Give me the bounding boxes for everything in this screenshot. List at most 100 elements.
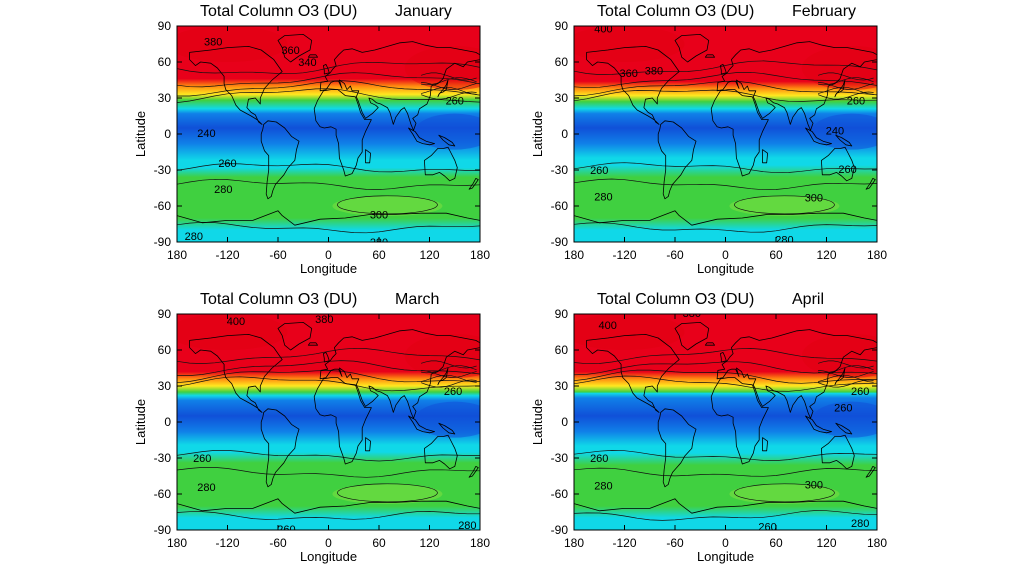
x-tick-label: 120	[419, 536, 439, 550]
ozone-field: 400 360 380 240 260 280 300 280 260 260	[574, 26, 877, 242]
panel-month: April	[792, 291, 824, 308]
x-tick-label: 180	[167, 248, 187, 262]
coastline	[313, 377, 372, 465]
southern-max-blob	[332, 196, 443, 216]
panel-title: Total Column O3 (DU)	[200, 291, 357, 308]
y-tick-label: -90	[551, 235, 569, 249]
high-ozone-blob	[801, 46, 877, 90]
y-tick-label: 0	[561, 415, 568, 429]
contour-label: 260	[838, 164, 856, 176]
y-tick-label: 90	[555, 19, 569, 33]
coastline	[424, 434, 458, 470]
coastline	[574, 210, 877, 242]
contour-label: 380	[645, 65, 663, 77]
y-tick-label: 60	[158, 343, 172, 357]
contour-line	[574, 510, 877, 521]
panel-title: Total Column O3 (DU)	[200, 3, 357, 20]
y-axis-label: Latitude	[133, 111, 148, 157]
x-tick-label: 180	[564, 248, 584, 262]
contour-line	[177, 80, 480, 97]
coastline	[277, 34, 313, 63]
low-ozone-blob	[414, 113, 480, 150]
coastline	[704, 342, 715, 346]
x-tick-label: 180	[564, 536, 584, 550]
contour-line	[734, 195, 835, 215]
map-panel-january: 380 360 340 240 260 280 300 280 280 260 180 -120 -60…	[100, 0, 600, 288]
contour-label: 260	[847, 95, 865, 107]
x-axis-label: Longitude	[300, 549, 357, 564]
y-tick-label: 30	[555, 91, 569, 105]
contour-label: 360	[620, 68, 638, 80]
x-tick-label: 60	[769, 248, 783, 262]
contour-line	[177, 178, 480, 190]
panel-month: February	[792, 3, 856, 20]
panel-title: Total Column O3 (DU)	[597, 3, 754, 20]
coastlines	[574, 322, 877, 530]
contour-line	[421, 86, 477, 95]
contour-line	[421, 365, 477, 374]
low-ozone-blob	[414, 401, 480, 438]
x-tick-label: -60	[666, 536, 684, 550]
contour-label: 260	[590, 165, 608, 177]
contour-line	[177, 450, 480, 462]
y-tick-label: -60	[154, 199, 172, 213]
low-ozone-blob	[811, 401, 877, 438]
contour-label: 240	[826, 125, 844, 137]
coastline	[260, 408, 300, 488]
contour-line	[574, 178, 877, 191]
panel-month: March	[395, 291, 439, 308]
contour-label: 280	[458, 520, 476, 532]
panel-title: Total Column O3 (DU)	[597, 291, 754, 308]
contour-line	[177, 511, 480, 520]
y-tick-label: 60	[555, 55, 569, 69]
contour-line	[421, 370, 477, 378]
y-tick-label: -90	[551, 523, 569, 537]
contour-label: 260	[758, 521, 776, 533]
coastline	[835, 134, 853, 147]
coastline	[710, 89, 769, 177]
coastline	[408, 415, 435, 434]
contour-line	[421, 82, 477, 90]
contour-labels: 400 380 260 280 260 280 260	[193, 314, 476, 532]
x-tick-label: 180	[867, 248, 887, 262]
high-ozone-blob	[404, 46, 480, 90]
coastline	[716, 329, 877, 419]
contour-label: 260	[590, 453, 608, 465]
y-tick-label: 30	[158, 379, 172, 393]
y-axis-label: Latitude	[530, 399, 545, 445]
x-tick-label: 0	[722, 536, 729, 550]
high-ozone-blob	[574, 314, 685, 350]
contour-line	[818, 370, 874, 378]
contour-label: 300	[805, 193, 823, 205]
coastline	[438, 422, 456, 435]
y-tick-label: -60	[154, 487, 172, 501]
x-tick-label: -60	[666, 248, 684, 262]
coastline	[865, 178, 876, 190]
y-tick-label: 30	[555, 379, 569, 393]
y-tick-label: 60	[555, 343, 569, 357]
x-tick-label: 0	[722, 248, 729, 262]
coastline	[586, 46, 680, 125]
y-axis-label: Latitude	[530, 111, 545, 157]
x-tick-label: -120	[215, 536, 239, 550]
map-panel-april: 400 380 260 260 280 300 260 280 260 180 -120 -60 0 60…	[497, 288, 997, 576]
ozone-field: 400 380 260 280 260 280 260	[177, 314, 480, 532]
coastline	[177, 498, 480, 530]
map-panel-february: 400 360 380 240 260 280 300 280 260 260 180 -120 -60…	[497, 0, 997, 288]
y-tick-label: -30	[551, 163, 569, 177]
contour-line	[817, 360, 874, 369]
southern-max-blob	[729, 196, 840, 216]
contour-label: 400	[227, 316, 245, 328]
coastline	[365, 437, 371, 452]
coastline	[189, 46, 283, 125]
high-ozone-blob	[177, 314, 288, 350]
x-axis-label: Longitude	[697, 549, 754, 564]
map-svg: 400 380 260 280 260 280 260 180 -120 -60 0 60 120 180…	[133, 291, 490, 564]
x-tick-label: 180	[470, 248, 490, 262]
y-tick-label: -90	[154, 235, 172, 249]
coastline	[762, 437, 768, 452]
y-tick-label: -90	[154, 523, 172, 537]
